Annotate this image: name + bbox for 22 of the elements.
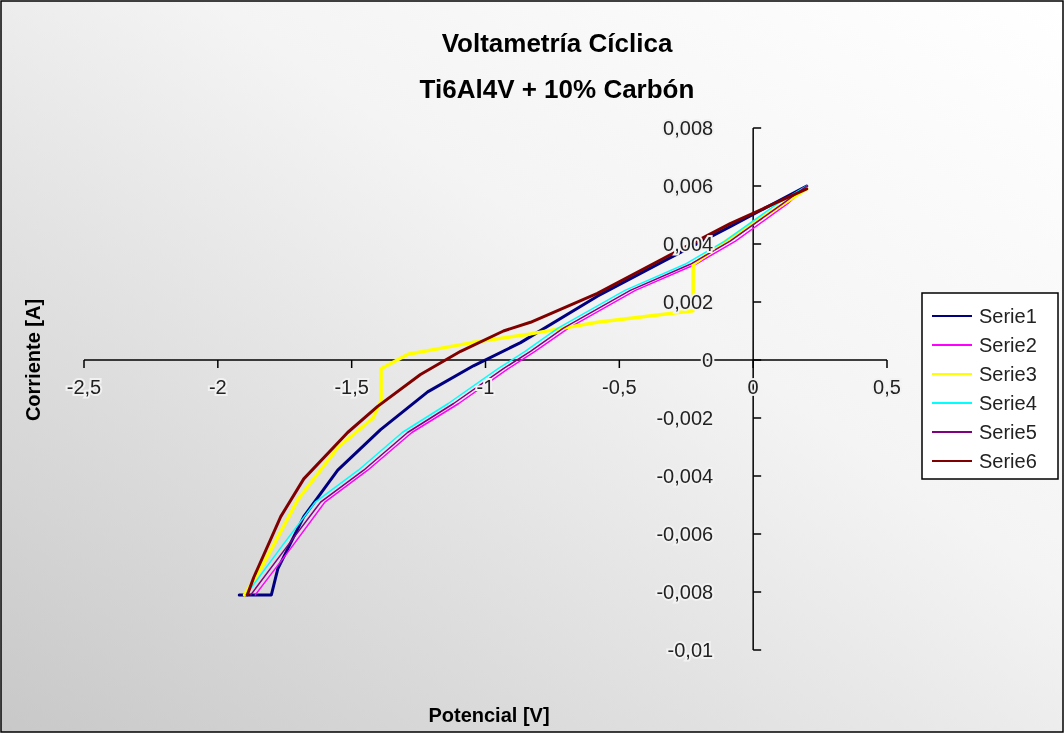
y-tick-label: -0,008 — [656, 581, 714, 603]
x-tick-label: -2 — [208, 376, 227, 398]
legend-label: Serie3 — [979, 363, 1037, 385]
chart-title: Voltametría Cíclica — [441, 28, 673, 58]
x-axis-title: Potencial [V] — [428, 704, 550, 726]
y-tick-label: -0,002 — [656, 407, 714, 429]
x-tick-label: -2,5 — [66, 376, 102, 398]
legend-label: Serie2 — [979, 334, 1037, 356]
legend-label: Serie5 — [979, 421, 1037, 443]
legend-label: Serie6 — [979, 450, 1037, 472]
x-tick-label: -0,5 — [602, 376, 637, 398]
y-axis-title: Corriente [A] — [22, 298, 44, 422]
y-tick-label: -0,01 — [667, 639, 714, 661]
y-tick-label: 0,008 — [663, 117, 714, 139]
legend-label: Serie4 — [979, 392, 1037, 414]
y-tick-label: 0,006 — [663, 175, 714, 197]
chart-subtitle: Ti6Al4V + 10% Carbón — [419, 74, 695, 104]
y-tick-label: -0,004 — [656, 465, 714, 487]
x-tick-label: -1,5 — [334, 376, 369, 398]
x-tick-label: 0,5 — [873, 376, 901, 398]
y-tick-label: -0,006 — [656, 523, 714, 545]
legend-label: Serie1 — [979, 305, 1037, 327]
